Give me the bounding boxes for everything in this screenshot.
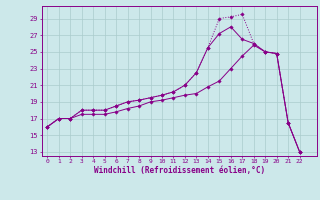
X-axis label: Windchill (Refroidissement éolien,°C): Windchill (Refroidissement éolien,°C) [94, 166, 265, 175]
